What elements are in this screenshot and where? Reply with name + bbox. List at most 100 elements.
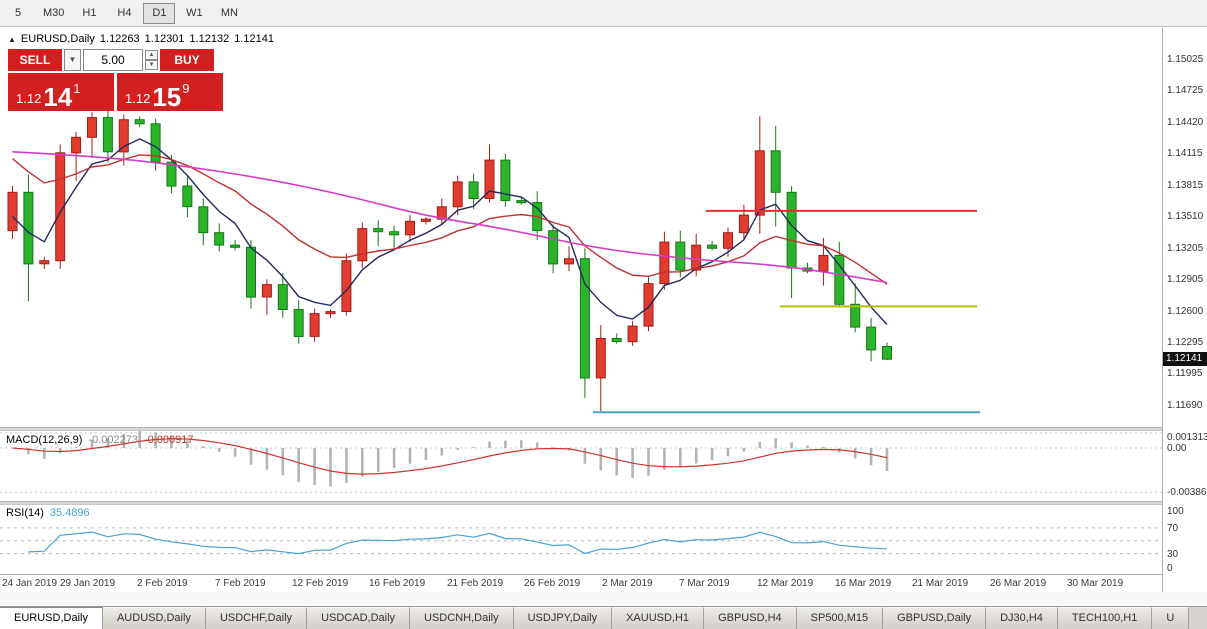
macd-title: MACD(12,26,9) -0.002273 -0.000917 bbox=[6, 434, 200, 446]
chart-tab-USDCAD-Daily[interactable]: USDCAD,Daily bbox=[307, 607, 411, 629]
date-axis-label: 30 Mar 2019 bbox=[1067, 578, 1124, 589]
rsi-scale-label: 70 bbox=[1167, 522, 1179, 534]
timeframe-button-H1[interactable]: H1 bbox=[82, 6, 97, 19]
chart-tab-USDCHF-Daily[interactable]: USDCHF,Daily bbox=[205, 607, 308, 629]
rsi-value: 35.4896 bbox=[49, 507, 90, 519]
buy-price-box[interactable]: 1.12 15 9 bbox=[117, 73, 223, 111]
price-scale-label: 1.11690 bbox=[1167, 399, 1203, 411]
chart-tab-EURUSD-Daily[interactable]: EURUSD,Daily bbox=[0, 607, 103, 629]
chart-tab-XAUUSD-H1[interactable]: XAUUSD,H1 bbox=[612, 607, 705, 629]
price-axis[interactable]: 1.15025 1.14725 1.14420 1.14115 1.13815 1.135… bbox=[1163, 0, 1207, 629]
open-value: 1.12263 bbox=[99, 33, 140, 45]
macd-scale-label: -0.003862 bbox=[1167, 487, 1207, 499]
chart-tab-GBPUSD-Daily[interactable]: GBPUSD,Daily bbox=[883, 607, 987, 629]
date-axis-label: 2 Feb 2019 bbox=[137, 578, 188, 589]
lot-decrease-button[interactable]: ▼ bbox=[145, 60, 158, 70]
price-scale-label: 1.13510 bbox=[1167, 211, 1204, 223]
price-scale-label: 1.12905 bbox=[1167, 273, 1204, 285]
price-scale-label: 1.12600 bbox=[1167, 305, 1204, 317]
lot-size-input[interactable] bbox=[83, 49, 143, 71]
buy-price-big: 15 bbox=[152, 82, 182, 112]
high-value: 1.12301 bbox=[144, 33, 185, 45]
timeframe-button-M30[interactable]: M30 bbox=[43, 6, 65, 19]
lot-increase-button[interactable]: ▲ bbox=[145, 50, 158, 60]
sell-price-box[interactable]: 1.12 14 1 bbox=[8, 73, 114, 111]
time-axis[interactable]: 24 Jan 2019 29 Jan 2019 2 Feb 2019 7 Feb 20… bbox=[0, 574, 1162, 592]
macd-indicator-panel[interactable] bbox=[0, 431, 1162, 501]
date-axis-label: 16 Mar 2019 bbox=[835, 578, 892, 589]
chart-symbol-label: EURUSD,Daily bbox=[20, 33, 95, 45]
panel-divider[interactable] bbox=[0, 501, 1207, 505]
date-axis-label: 16 Feb 2019 bbox=[369, 578, 426, 589]
chart-tab-U[interactable]: U bbox=[1152, 607, 1190, 629]
macd-scale-label: 0.001313 bbox=[1167, 432, 1207, 443]
timeframe-button-D1[interactable]: D1 bbox=[143, 2, 176, 24]
rsi-scale-label: 30 bbox=[1167, 548, 1179, 560]
date-axis-label: 7 Feb 2019 bbox=[215, 578, 266, 589]
sell-price-big: 14 bbox=[43, 82, 73, 112]
date-axis-label: 26 Mar 2019 bbox=[990, 578, 1047, 589]
rsi-indicator-panel[interactable] bbox=[0, 505, 1162, 574]
price-scale-label: 1.14115 bbox=[1167, 148, 1203, 160]
sell-price-prefix: 1.12 bbox=[16, 91, 42, 106]
sell-price-pipette: 1 bbox=[73, 81, 81, 96]
date-axis-label: 12 Feb 2019 bbox=[292, 578, 349, 589]
price-axis-background bbox=[1163, 28, 1207, 592]
one-click-trading-panel: SELL ▼ ▲ ▼ BUY 1.12 14 1 1.12 15 9 bbox=[8, 49, 223, 111]
price-axis-border bbox=[1162, 28, 1163, 592]
chart-tab-AUDUSD-Daily[interactable]: AUDUSD,Daily bbox=[102, 607, 206, 629]
timeframe-toolbar: 5 M30 H1 H4 D1 W1 MN bbox=[0, 0, 1207, 27]
timeframe-button-group: 5 M30 H1 H4 D1 W1 MN bbox=[2, 2, 245, 24]
slow-ma-line bbox=[12, 151, 888, 284]
buy-button[interactable]: BUY bbox=[160, 49, 214, 71]
lot-dropdown-button[interactable]: ▼ bbox=[64, 49, 81, 71]
date-axis-label: 21 Feb 2019 bbox=[447, 578, 504, 589]
chart-tabs-bar: EURUSD,Daily AUDUSD,Daily USDCHF,Daily USDC… bbox=[0, 606, 1207, 629]
price-scale-label: 1.15025 bbox=[1167, 54, 1204, 65]
candles-layer bbox=[7, 108, 892, 412]
bottom-gap-strip bbox=[0, 592, 1207, 606]
macd-name: MACD(12,26,9) bbox=[6, 434, 83, 446]
rsi-line bbox=[28, 531, 888, 555]
macd-scale-label: 0.00 bbox=[1167, 443, 1187, 454]
sell-button[interactable]: SELL bbox=[8, 49, 62, 71]
date-axis-label: 29 Jan 2019 bbox=[60, 578, 116, 589]
chart-tab-SP500-M15[interactable]: SP500,M15 bbox=[796, 607, 884, 629]
price-scale-label: 1.13205 bbox=[1167, 242, 1204, 254]
chart-tab-USDJPY-Daily[interactable]: USDJPY,Daily bbox=[513, 607, 613, 629]
chevron-down-icon: ▼ bbox=[68, 55, 77, 64]
chart-tab-GBPUSD-H4[interactable]: GBPUSD,H4 bbox=[704, 607, 797, 629]
ohlc-readout: ▲ EURUSD,Daily 1.12263 1.12301 1.12132 1.1214… bbox=[8, 33, 279, 45]
price-scale-label: 1.14725 bbox=[1167, 85, 1204, 97]
price-scale-label: 1.11995 bbox=[1167, 368, 1203, 380]
lot-spinner: ▲ ▼ bbox=[145, 50, 158, 70]
price-scale-label: 1.12295 bbox=[1167, 337, 1204, 349]
rsi-scale-label: 100 bbox=[1167, 506, 1184, 517]
timeframe-button-5[interactable]: 5 bbox=[14, 6, 22, 19]
ma-line bbox=[12, 154, 888, 285]
trade-panel-toggle[interactable]: ▲ bbox=[8, 35, 16, 44]
buy-price-pipette: 9 bbox=[182, 81, 190, 96]
ma-line bbox=[12, 138, 888, 325]
macd-main-value: -0.002273 bbox=[88, 434, 138, 446]
current-price-tag: 1.12141 bbox=[1163, 352, 1207, 367]
macd-signal-value: -0.000917 bbox=[143, 434, 194, 446]
low-value: 1.12132 bbox=[189, 33, 230, 45]
price-scale-label: 1.14420 bbox=[1167, 116, 1204, 128]
macd-signal-line bbox=[12, 438, 888, 475]
timeframe-button-W1[interactable]: W1 bbox=[186, 6, 203, 19]
panel-divider[interactable] bbox=[0, 427, 1207, 431]
chart-tab-USDCNH-Daily[interactable]: USDCNH,Daily bbox=[410, 607, 514, 629]
timeframe-button-H4[interactable]: H4 bbox=[117, 6, 132, 19]
close-value: 1.12141 bbox=[234, 33, 274, 45]
date-axis-label: 24 Jan 2019 bbox=[2, 578, 58, 589]
chart-tab-TECH100-H1[interactable]: TECH100,H1 bbox=[1057, 607, 1153, 629]
date-axis-label: 2 Mar 2019 bbox=[602, 578, 653, 589]
price-scale-label: 1.13815 bbox=[1167, 179, 1204, 191]
date-axis-label: 21 Mar 2019 bbox=[912, 578, 969, 589]
chart-tab-DJ30-H4[interactable]: DJ30,H4 bbox=[986, 607, 1058, 629]
timeframe-button-MN[interactable]: MN bbox=[220, 6, 238, 19]
rsi-title: RSI(14) 35.4896 bbox=[6, 507, 96, 519]
buy-price-prefix: 1.12 bbox=[125, 91, 151, 106]
date-axis-label: 26 Feb 2019 bbox=[524, 578, 581, 589]
